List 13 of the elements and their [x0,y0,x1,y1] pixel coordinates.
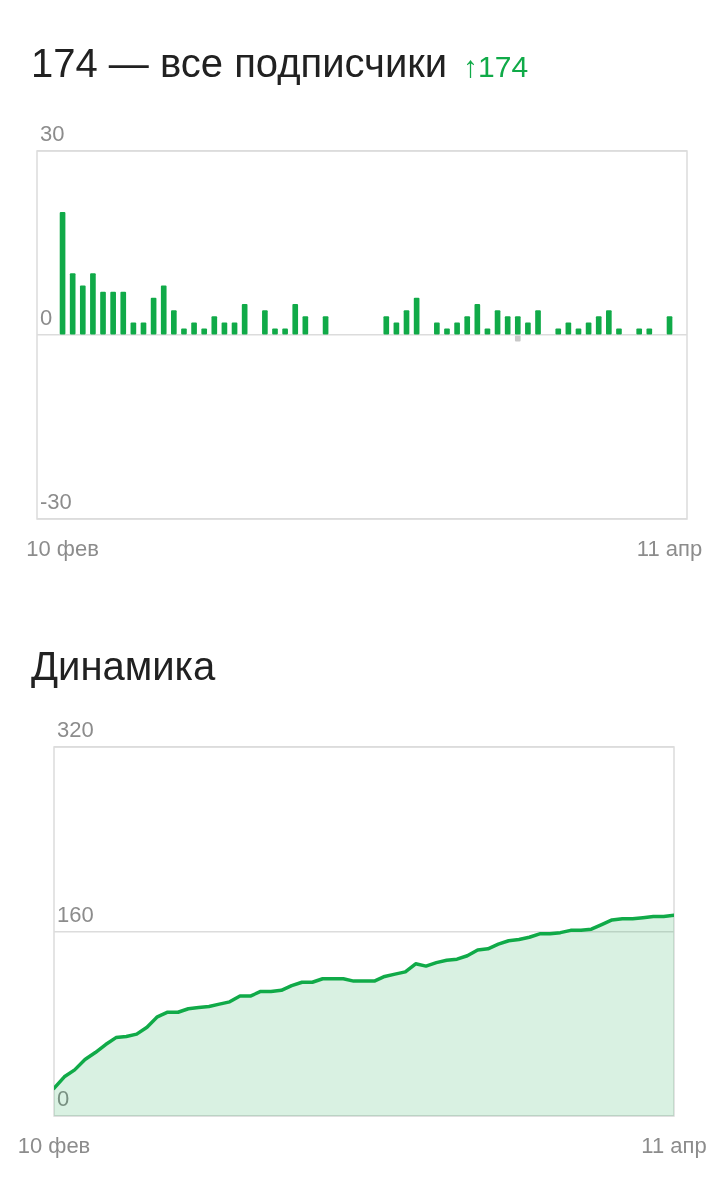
x-tick-label: 11 апр [641,1133,707,1159]
y-tick-label: 0 [57,1086,70,1112]
x-tick-label: 11 апр [636,536,703,562]
y-tick-label: -30 [40,489,72,515]
chart-subtitle: ↑174 [463,50,529,83]
y-tick-label: 30 [40,121,65,147]
x-tick-label: 10 фев [26,536,99,562]
x-tick-label: 10 фев [17,1133,91,1159]
y-tick-label: 0 [40,305,53,331]
y-tick-label: 320 [57,717,94,743]
chart-title: 174 — все подписчики [31,41,448,85]
chart-title: Динамика [31,644,216,688]
y-tick-label: 160 [57,901,94,927]
